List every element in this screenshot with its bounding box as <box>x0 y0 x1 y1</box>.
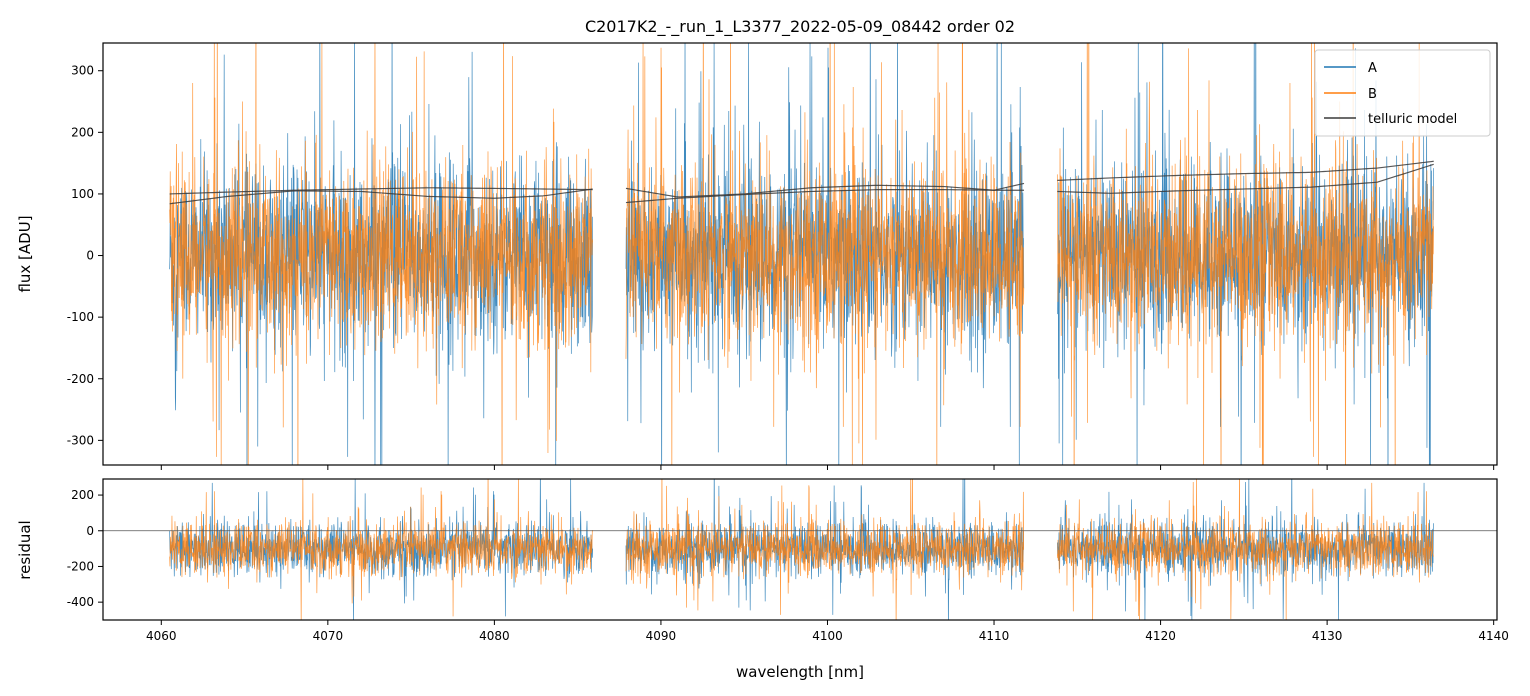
flux-y-axis-label: flux [ADU] <box>16 215 34 292</box>
legend: A B telluric model <box>1314 49 1491 137</box>
flux-axes-frame <box>102 42 1498 466</box>
residual-y-axis-label: residual <box>16 520 34 579</box>
flux-y-ticks: -300 -200 -100 0 100 200 300 <box>67 64 103 447</box>
y-tick-label: -200 <box>67 559 94 573</box>
telluric-model-line <box>169 188 593 205</box>
x-tick-label: 4100 <box>812 629 843 643</box>
y-tick-label: -300 <box>67 433 94 447</box>
residual-panel: -400 -200 0 200 4060 4070 4080 4090 4100 4110 412… <box>16 478 1509 643</box>
series-b-line <box>169 479 593 620</box>
y-tick-label: 200 <box>71 125 94 139</box>
series-b-line <box>169 43 593 465</box>
telluric-model-line <box>625 189 1025 204</box>
y-tick-label: 200 <box>71 488 94 502</box>
x-tick-label: 4090 <box>646 629 677 643</box>
x-tick-label: 4120 <box>1145 629 1176 643</box>
y-tick-label: 0 <box>86 249 94 263</box>
flux-x-ticks <box>160 465 1495 470</box>
series-b-line <box>1056 479 1434 620</box>
flux-data-area <box>169 43 1434 465</box>
residual-x-ticks: 4060 4070 4080 4090 4100 4110 4120 4130 4140 <box>146 620 1509 643</box>
legend-label-telluric: telluric model <box>1368 112 1457 127</box>
x-tick-label: 4070 <box>313 629 344 643</box>
y-tick-label: 0 <box>86 524 94 538</box>
telluric-model-line <box>625 182 1025 198</box>
y-tick-label: -100 <box>67 310 94 324</box>
x-tick-label: 4060 <box>146 629 177 643</box>
legend-label-b: B <box>1368 87 1377 102</box>
y-tick-label: -400 <box>67 595 94 609</box>
residual-y-ticks: -400 -200 0 200 <box>67 488 103 609</box>
series-b-line <box>625 43 1025 465</box>
y-tick-label: 300 <box>71 64 94 78</box>
flux-panel: -300 -200 -100 0 100 200 300 flux [ADU] A B te… <box>16 42 1498 470</box>
x-axis-label: wavelength [nm] <box>736 663 864 681</box>
telluric-model-line <box>1057 163 1434 194</box>
telluric-model-line <box>1057 160 1434 181</box>
residual-axes-frame <box>102 478 1498 621</box>
y-tick-label: 100 <box>71 187 94 201</box>
telluric-model-line <box>169 187 593 195</box>
x-tick-label: 4140 <box>1478 629 1509 643</box>
x-tick-label: 4110 <box>979 629 1010 643</box>
chart-title: C2017K2_-_run_1_L3377_2022-05-09_08442 o… <box>585 17 1015 37</box>
x-tick-label: 4080 <box>479 629 510 643</box>
x-tick-label: 4130 <box>1312 629 1343 643</box>
series-b-line <box>625 479 1025 620</box>
legend-box <box>1314 49 1491 137</box>
legend-label-a: A <box>1368 61 1377 76</box>
residual-data-area <box>103 479 1497 620</box>
y-tick-label: -200 <box>67 372 94 386</box>
series-b-line <box>1056 43 1434 465</box>
